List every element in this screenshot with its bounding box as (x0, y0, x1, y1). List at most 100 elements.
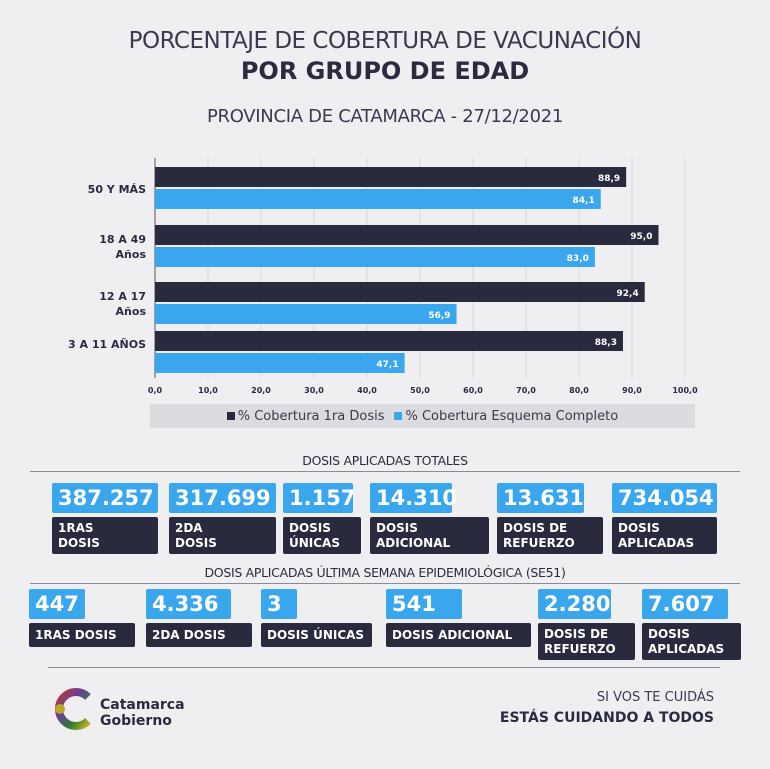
bar (155, 247, 595, 267)
title-line-1: PORCENTAJE DE COBERTURA DE VACUNACIÓN (128, 28, 642, 54)
data-label: 83,0 (567, 254, 589, 264)
legend-swatch (226, 411, 235, 420)
coverage-bar-chart: 0,0 10,0 20,0 30,0 40,0 50,0 60,0 70,0 80,0 90,0 1… (148, 158, 698, 395)
stat-label-line: 2DA DOSIS (152, 628, 226, 642)
catamarca-logo-icon (54, 688, 91, 730)
category-label-line: Años (115, 305, 146, 318)
legend-item-complete: % Cobertura Esquema Completo (394, 409, 618, 424)
stat-value: 541 (386, 589, 462, 619)
stat-label: DOSIS ÚNICAS (261, 623, 372, 647)
brand-line-1: Catamarca (100, 697, 185, 713)
stat-label-line: APLICADAS (648, 642, 725, 656)
bar (155, 189, 601, 209)
data-label: 88,3 (595, 338, 617, 348)
slogan-line-1: SI VOS TE CUIDÁS (596, 690, 714, 705)
stat-label-line: DOSIS ADICIONAL (392, 628, 513, 642)
divider (30, 583, 740, 584)
stat-label: 2DA DOSIS (169, 517, 276, 554)
stat-label-line: DOSIS ÚNICAS (267, 628, 365, 642)
category-label-line: Años (115, 248, 146, 261)
x-tick-label: 30,0 (304, 386, 324, 395)
stat-label-line: 1RAS (58, 521, 94, 535)
data-label: 47,1 (376, 360, 398, 370)
data-label: 95,0 (630, 232, 652, 242)
subtitle: PROVINCIA DE CATAMARCA - 27/12/2021 (206, 106, 564, 127)
x-tick-label: 90,0 (622, 386, 642, 395)
stat-value: 447 (29, 589, 85, 619)
stat-label-line: ADICIONAL (376, 536, 451, 550)
stat-value: 2.280 (538, 589, 611, 619)
bar (155, 304, 457, 324)
data-label: 88,9 (598, 174, 620, 184)
x-tick-label: 60,0 (463, 386, 483, 395)
category-label: 3 A 11 AÑOS (36, 337, 146, 352)
stat-label-line: DOSIS DE (544, 627, 609, 641)
x-tick-label: 10,0 (198, 386, 218, 395)
x-tick-label: 100,0 (672, 386, 698, 395)
stat-label: 1RAS DOSIS (29, 623, 135, 647)
divider (30, 471, 740, 472)
stat-label-line: ÚNICAS (289, 536, 340, 550)
category-label-line: 50 Y MÁS (87, 183, 146, 196)
stat-label-line: REFUERZO (544, 642, 616, 656)
category-label-line: 12 A 17 (99, 290, 146, 303)
totals-heading: DOSIS APLICADAS TOTALES (302, 453, 468, 468)
stat-label: DOSIS DE REFUERZO (538, 623, 635, 660)
bar (155, 331, 623, 351)
stat-value: 4.336 (146, 589, 231, 619)
stat-label: DOSIS ÚNICAS (283, 517, 361, 554)
stat-label-line: 1RAS DOSIS (35, 628, 117, 642)
stat-label: DOSIS DE REFUERZO (497, 517, 603, 554)
legend-swatch (394, 411, 403, 420)
legend-item-first-dose: % Cobertura 1ra Dosis (226, 408, 385, 424)
stat-label-line: DOSIS DE (503, 521, 568, 535)
stat-value: 1.157 (283, 483, 355, 513)
stat-label: 2DA DOSIS (146, 623, 252, 647)
divider (48, 667, 720, 668)
stat-value: 7.607 (642, 589, 728, 619)
data-label: 84,1 (573, 196, 595, 206)
stat-label: DOSIS APLICADAS (612, 517, 717, 554)
stat-value: 3 (261, 589, 297, 619)
stat-label: DOSIS ADICIONAL (386, 623, 531, 647)
stat-label-line: DOSIS (175, 536, 217, 550)
chart-legend: % Cobertura 1ra Dosis % Cobertura Esquem… (150, 404, 695, 428)
stat-label-line: DOSIS (648, 627, 690, 641)
stat-value: 13.631 (497, 483, 584, 513)
bar (155, 282, 645, 302)
brand-name: Catamarca Gobierno (100, 697, 185, 729)
stat-label-line: DOSIS (376, 521, 418, 535)
stat-value: 387.257 (52, 483, 158, 513)
bar (155, 353, 405, 373)
category-label: 12 A 17 Años (36, 289, 146, 319)
category-label-line: 18 A 49 (99, 233, 146, 246)
data-label: 56,9 (428, 311, 450, 321)
legend-label: % Cobertura 1ra Dosis (237, 408, 385, 424)
category-label: 50 Y MÁS (36, 182, 146, 197)
legend-label: % Cobertura Esquema Completo (405, 408, 619, 424)
brand-line-2: Gobierno (100, 713, 172, 729)
x-tick-label: 40,0 (357, 386, 377, 395)
stat-label: DOSIS ADICIONAL (370, 517, 489, 554)
category-label: 18 A 49 Años (36, 232, 146, 262)
bar (155, 167, 627, 187)
data-label: 92,4 (617, 289, 639, 299)
x-tick-label: 70,0 (516, 386, 536, 395)
slogan-line-2: ESTÁS CUIDANDO A TODOS (499, 710, 714, 726)
bar (155, 225, 659, 245)
stat-label-line: DOSIS (58, 536, 100, 550)
stat-label-line: DOSIS (289, 521, 331, 535)
x-tick-label: 0,0 (148, 386, 163, 395)
week-heading: DOSIS APLICADAS ÚLTIMA SEMANA EPIDEMIOLÓ… (204, 565, 566, 580)
title-line-2: POR GRUPO DE EDAD (240, 57, 530, 85)
stat-label-line: DOSIS (618, 521, 660, 535)
x-tick-label: 50,0 (410, 386, 430, 395)
x-tick-label: 20,0 (251, 386, 271, 395)
stat-label-line: REFUERZO (503, 536, 575, 550)
stat-label-line: APLICADAS (618, 536, 695, 550)
stat-value: 734.054 (612, 483, 717, 513)
stat-value: 14.310 (370, 483, 457, 513)
stat-label-line: 2DA (175, 521, 203, 535)
x-tick-label: 80,0 (569, 386, 589, 395)
